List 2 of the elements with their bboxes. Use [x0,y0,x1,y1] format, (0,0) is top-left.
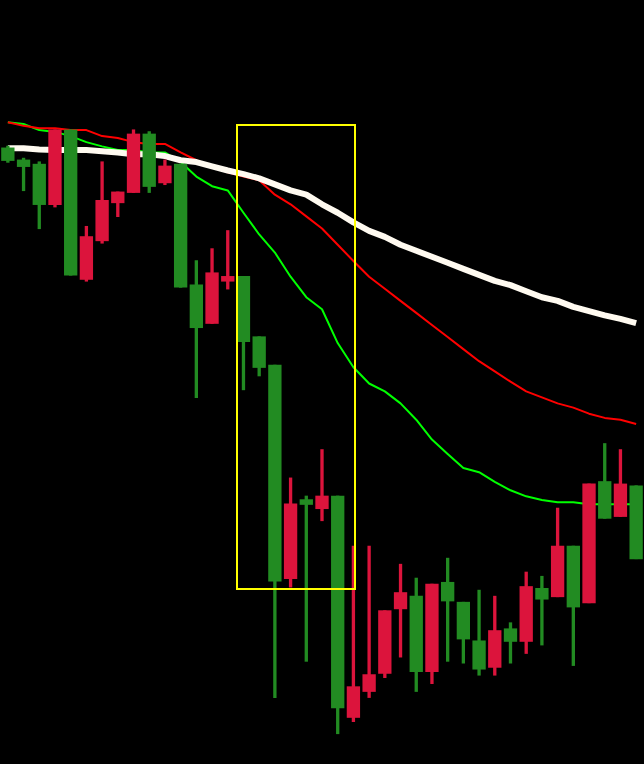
candlestick [315,449,329,522]
candlestick [535,575,549,646]
